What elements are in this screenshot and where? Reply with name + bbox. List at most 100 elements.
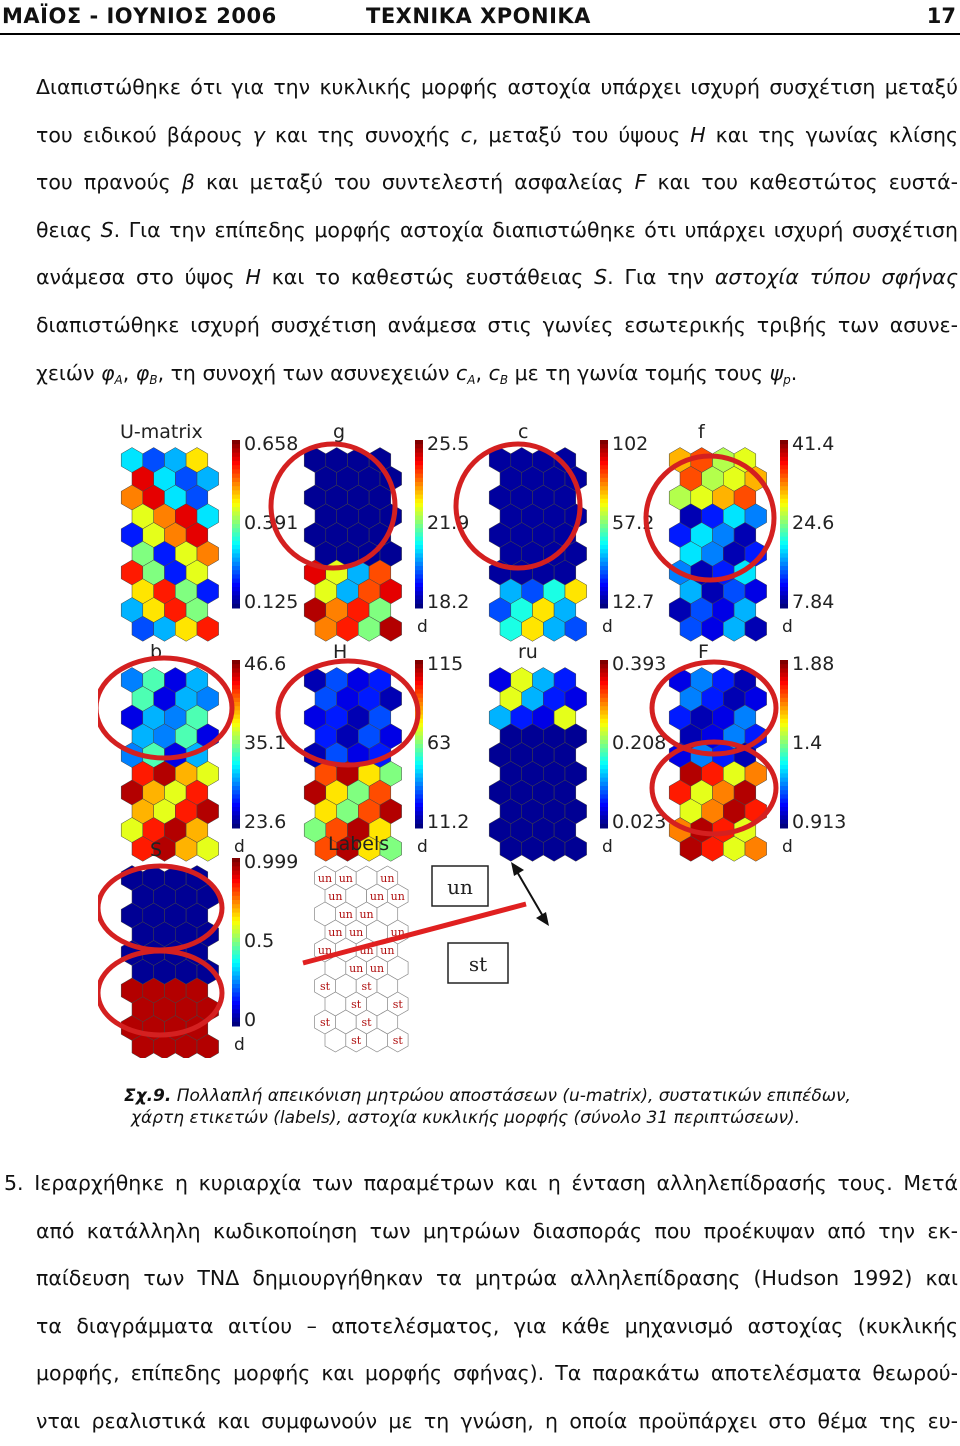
colorbar-segment xyxy=(780,528,788,533)
som-hex xyxy=(196,1034,219,1060)
highlight-circle xyxy=(268,441,398,571)
colorbar-segment xyxy=(780,536,788,542)
label-st: st xyxy=(320,1016,331,1029)
colorbar-segment xyxy=(600,473,608,479)
colorbar-segment xyxy=(600,765,608,770)
colorbar-segment xyxy=(600,786,608,791)
colorbar-segment xyxy=(600,494,608,500)
colorbar-segment xyxy=(232,557,240,563)
label-hex xyxy=(387,1027,409,1053)
label-un: un xyxy=(349,926,363,939)
colorbar-segment xyxy=(232,739,240,745)
issue-date: ΜΑΪΟΣ - ΙΟΥΝΙΟΣ 2006 xyxy=(2,4,277,28)
colorbar-segment xyxy=(780,777,788,783)
figure-number: Σχ.9. xyxy=(124,1086,172,1106)
colorbar-segment xyxy=(600,802,608,808)
colorbar-tick: 63 xyxy=(427,732,451,754)
colorbar-segment xyxy=(780,473,788,479)
journal-title: ΤΕΧΝΙΚΑ ΧΡΟΝΙΚΑ xyxy=(366,4,591,28)
colorbar-segment xyxy=(600,676,608,682)
colorbar-segment xyxy=(232,718,240,724)
colorbar-segment xyxy=(415,553,423,559)
colorbar-segment xyxy=(780,456,788,462)
colorbar-segment xyxy=(600,456,608,462)
colorbar-tick: 24.6 xyxy=(792,512,834,534)
colorbar-segment xyxy=(415,444,423,449)
colorbar-segment xyxy=(600,587,608,592)
colorbar-segment xyxy=(415,465,423,470)
colorbar-segment xyxy=(232,1017,240,1023)
label-st: st xyxy=(393,998,404,1011)
colorbar-segment xyxy=(232,921,240,926)
p1-line: χειών φA, φB, τη συνοχή των ασυνεχειών c… xyxy=(36,360,798,387)
arrow-head xyxy=(511,862,524,876)
colorbar-segment xyxy=(780,503,788,508)
colorbar-segment xyxy=(780,811,788,816)
panel-title: H xyxy=(333,641,347,663)
colorbar-segment xyxy=(232,1000,240,1006)
colorbar-segment xyxy=(780,748,788,753)
colorbar-tick: 0 xyxy=(244,1009,256,1031)
separation-line xyxy=(302,901,527,966)
colorbar-segment xyxy=(600,752,608,758)
colorbar-segment xyxy=(780,477,788,483)
colorbar-segment xyxy=(600,595,608,601)
colorbar-segment xyxy=(232,727,240,732)
colorbar-segment xyxy=(780,660,788,665)
colorbar-segment xyxy=(415,807,423,812)
colorbar-segment xyxy=(232,672,240,678)
colorbar-segment xyxy=(600,660,608,665)
colorbar-segment xyxy=(232,494,240,500)
colorbar-segment xyxy=(415,668,423,674)
colorbar-tick: 11.2 xyxy=(427,811,469,833)
colorbar-segment xyxy=(600,811,608,816)
colorbar-segment xyxy=(600,461,608,466)
colorbar-segment xyxy=(780,739,788,745)
paragraph-2: 5. Ιεραρχήθηκε η κυριαρχία των παραμέτρω… xyxy=(0,1160,958,1446)
colorbar-tick: 0.5 xyxy=(244,930,274,952)
colorbar-segment xyxy=(600,681,608,686)
colorbar-segment xyxy=(780,507,788,512)
colorbar-segment xyxy=(600,599,608,605)
colorbar-segment xyxy=(232,498,240,504)
label-st: st xyxy=(362,1016,373,1029)
colorbar-segment xyxy=(415,823,423,829)
colorbar-segment xyxy=(232,440,240,445)
colorbar-segment xyxy=(600,706,608,711)
colorbar-segment xyxy=(415,482,423,487)
colorbar-segment xyxy=(780,574,788,580)
colorbar-segment xyxy=(600,519,608,525)
colorbar-segment xyxy=(415,689,423,695)
colorbar-segment xyxy=(780,599,788,605)
colorbar-segment xyxy=(780,735,788,741)
colorbar-segment xyxy=(232,490,240,496)
page-header: ΜΑΪΟΣ - ΙΟΥΝΙΟΣ 2006 ΤΕΧΝΙΚΑ ΧΡΟΝΙΚΑ 17 xyxy=(0,0,960,35)
colorbar-segment xyxy=(232,887,240,893)
colorbar-segment xyxy=(600,693,608,699)
colorbar-segment xyxy=(600,744,608,749)
colorbar-segment xyxy=(780,591,788,596)
colorbar-segment xyxy=(415,582,423,588)
colorbar-segment xyxy=(780,519,788,525)
colorbar-segment xyxy=(415,786,423,791)
colorbar-segment xyxy=(232,477,240,483)
som-component-planes: U-matrix0.6580.3910.125g25.521.918.2dc10… xyxy=(93,421,846,1060)
colorbar-segment xyxy=(232,950,240,956)
label-un: un xyxy=(318,872,332,885)
colorbar-unit: d xyxy=(602,837,613,857)
panel-title: S xyxy=(150,839,162,861)
colorbar-segment xyxy=(232,811,240,816)
colorbar-tick: 18.2 xyxy=(427,591,469,613)
colorbar-segment xyxy=(780,515,788,521)
colorbar-segment xyxy=(232,456,240,462)
colorbar-segment xyxy=(232,574,240,580)
colorbar-segment xyxy=(780,511,788,517)
colorbar-segment xyxy=(780,672,788,678)
colorbar-segment xyxy=(415,672,423,678)
colorbar-tick: 0.999 xyxy=(244,851,298,873)
colorbar-segment xyxy=(600,524,608,529)
colorbar-segment xyxy=(780,702,788,707)
colorbar-segment xyxy=(600,532,608,538)
colorbar-segment xyxy=(600,444,608,449)
colorbar-tick: 0.913 xyxy=(792,811,846,833)
